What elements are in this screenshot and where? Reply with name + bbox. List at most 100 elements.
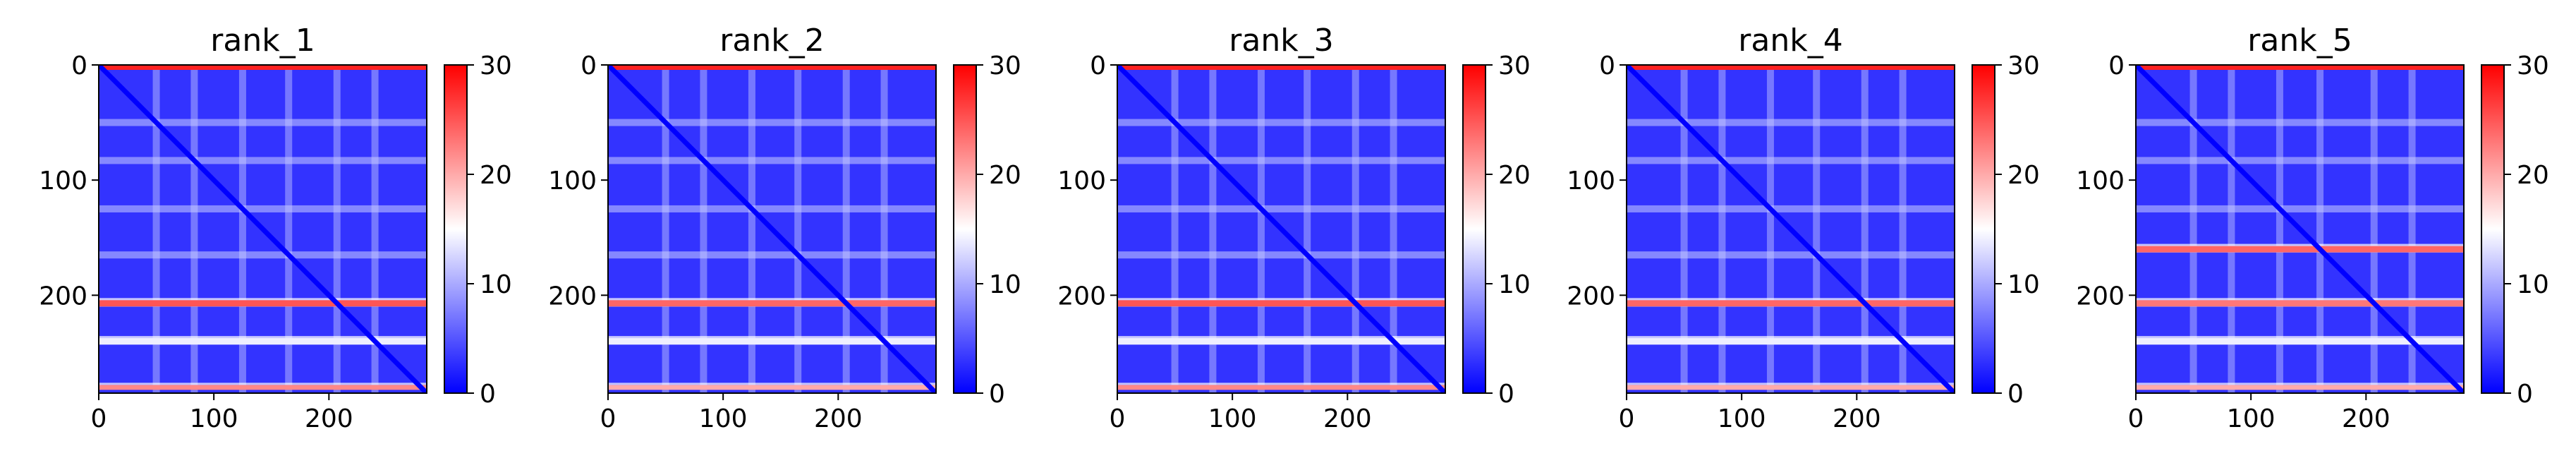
- heatmap-high-row-halo: [1117, 383, 1445, 385]
- colorbar: [1463, 65, 1486, 393]
- y-tick-label: 200: [2076, 282, 2125, 311]
- heatmap-band-col: [1171, 65, 1179, 393]
- y-tick-label: 200: [39, 282, 87, 311]
- y-tick-label: 200: [1567, 282, 1615, 311]
- heatmap-band-row: [608, 205, 936, 212]
- heatmap-band-row: [608, 119, 936, 126]
- heatmap-band-col: [1209, 65, 1217, 393]
- x-tick-label: 0: [1619, 404, 1635, 433]
- x-tick-label: 100: [2227, 404, 2276, 433]
- heatmap-high-row-halo: [1627, 298, 1955, 301]
- heatmap-high-row-halo: [2136, 243, 2464, 246]
- heatmap-band-row: [99, 157, 427, 164]
- heatmap-cells: [2136, 65, 2464, 393]
- heatmap-high-row: [2136, 338, 2464, 345]
- colorbar-tick-label: 10: [1498, 270, 1531, 299]
- heatmap-high-row-halo: [2136, 383, 2464, 385]
- heatmap-diagonal: [608, 65, 936, 393]
- heatmap-high-row-halo: [608, 336, 936, 339]
- heatmap-band-col: [333, 65, 341, 393]
- heatmap-band-col: [371, 65, 379, 393]
- heatmap-diagonal: [1117, 65, 1445, 393]
- colorbar-tick-label: 20: [480, 161, 512, 190]
- colorbar-tick-label: 30: [1498, 52, 1531, 80]
- heatmap-high-row: [1117, 300, 1445, 307]
- heatmap-high-row: [1627, 385, 1955, 390]
- heatmap-band-col: [1304, 65, 1311, 393]
- heatmap-band-col: [2408, 65, 2416, 393]
- colorbar-tick-label: 20: [2007, 161, 2040, 190]
- x-tick-label: 0: [91, 404, 107, 433]
- colorbar-tick-label: 0: [1498, 380, 1514, 409]
- heatmap-high-row-halo: [608, 298, 936, 301]
- colorbar-tick-label: 10: [480, 270, 512, 299]
- y-tick-label: 0: [2108, 52, 2125, 80]
- heatmap-high-row: [99, 65, 427, 70]
- heatmap-band-col: [152, 65, 160, 393]
- heatmap-band-col: [2228, 65, 2235, 393]
- heatmap-high-row: [2136, 300, 2464, 307]
- colorbar: [1972, 65, 1995, 393]
- heatmap-high-row-halo: [99, 298, 427, 301]
- axes-frame: [1626, 64, 1955, 394]
- panel-2: 0 100 200 0 100 200 rank_2 0 10 20 30: [548, 23, 1021, 433]
- heatmap-band-col: [190, 65, 198, 393]
- heatmap-high-row: [1117, 65, 1445, 70]
- colorbar-tick-label: 0: [989, 380, 1005, 409]
- y-tick-label: 100: [2076, 167, 2125, 196]
- heatmap-band-row: [1117, 157, 1445, 164]
- heatmap-high-row-halo: [1117, 298, 1445, 301]
- heatmap-band-col: [1390, 65, 1397, 393]
- heatmap-high-row-halo: [2136, 336, 2464, 339]
- heatmap-high-row: [99, 338, 427, 345]
- heatmap-band-col: [1899, 65, 1907, 393]
- heatmap-high-row: [99, 385, 427, 390]
- heatmap-band-col: [2189, 65, 2197, 393]
- panel-title: rank_1: [210, 23, 315, 59]
- colorbar-tick-label: 20: [1498, 161, 1531, 190]
- heatmap-band-row: [1627, 251, 1955, 259]
- heatmap-band-row: [99, 251, 427, 259]
- heatmap-band-row: [1117, 251, 1445, 259]
- heatmap-high-row: [2136, 65, 2464, 70]
- heatmap-band-col: [662, 65, 669, 393]
- x-tick-label: 100: [1208, 404, 1257, 433]
- x-tick-label: 200: [1833, 404, 1881, 433]
- heatmap-band-row: [1627, 205, 1955, 212]
- heatmap-high-row-halo: [608, 383, 936, 385]
- colorbar-frame: [444, 64, 468, 394]
- x-tick-label: 200: [814, 404, 863, 433]
- colorbar: [2481, 65, 2504, 393]
- colorbar-tick-label: 0: [2517, 380, 2533, 409]
- colorbar-tick-label: 20: [989, 161, 1021, 190]
- heatmap-band-col: [2370, 65, 2378, 393]
- heatmap-cells: [99, 65, 427, 393]
- y-tick-label: 100: [1567, 167, 1615, 196]
- heatmap-high-row-halo: [1627, 336, 1955, 339]
- heatmap-band-row: [608, 251, 936, 259]
- panel-5: 0 100 200 0 100 200 rank_5 0 10 20 30: [2076, 23, 2549, 433]
- heatmap-band-row: [1117, 205, 1445, 212]
- panel-3: 0 100 200 0 100 200 rank_3 0 10 20 30: [1057, 23, 1531, 433]
- heatmap-high-row: [1117, 338, 1445, 345]
- panel-title: rank_2: [719, 23, 824, 59]
- heatmap-high-row: [2136, 246, 2464, 253]
- heatmap-band-col: [2276, 65, 2283, 393]
- heatmap-band-row: [1627, 119, 1955, 126]
- colorbar-tick-label: 30: [480, 52, 512, 80]
- heatmap-band-row: [2136, 157, 2464, 164]
- heatmap-high-row-halo: [99, 336, 427, 339]
- y-tick-label: 200: [1057, 282, 1106, 311]
- heatmap-band-col: [1257, 65, 1265, 393]
- heatmap-high-row: [608, 385, 936, 390]
- heatmap-diagonal: [2136, 65, 2464, 393]
- heatmap-band-col: [2316, 65, 2324, 393]
- colorbar: [444, 65, 467, 393]
- colorbar-tick-label: 0: [2007, 380, 2024, 409]
- heatmap-high-row: [1627, 65, 1955, 70]
- heatmap-band-row: [99, 119, 427, 126]
- panel-4: 0 100 200 0 100 200 rank_4 0 10 20 30: [1567, 23, 2040, 433]
- colorbar-tick-label: 10: [2517, 270, 2549, 299]
- x-tick-label: 100: [190, 404, 238, 433]
